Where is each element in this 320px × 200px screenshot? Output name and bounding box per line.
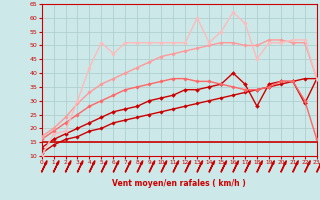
X-axis label: Vent moyen/en rafales ( km/h ): Vent moyen/en rafales ( km/h ) <box>112 179 246 188</box>
